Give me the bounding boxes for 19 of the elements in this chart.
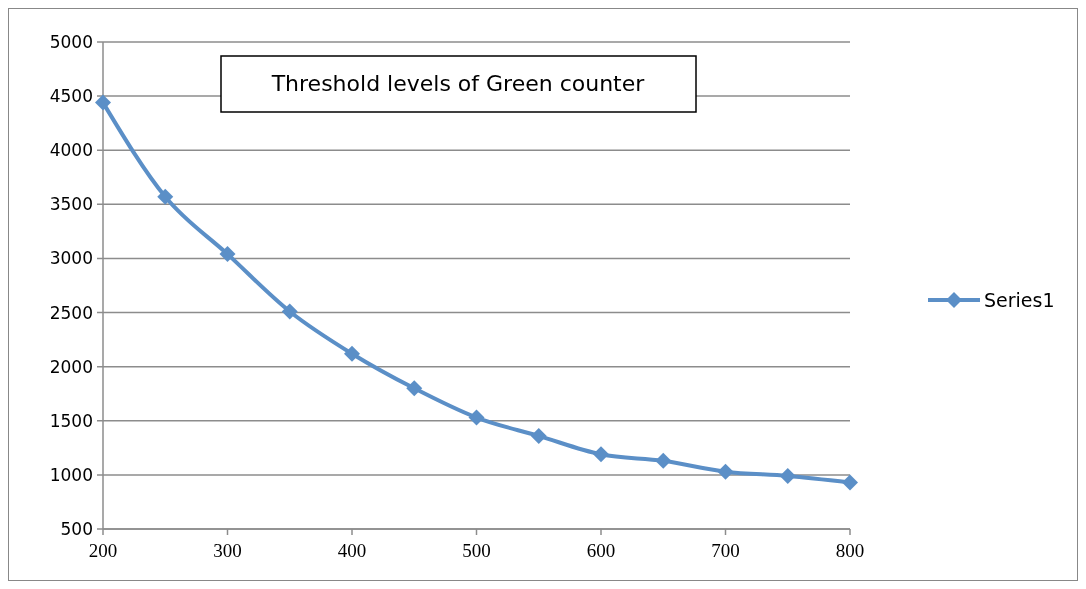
y-tick-label: 2500	[49, 302, 93, 323]
legend-label: Series1	[984, 289, 1055, 311]
y-tick-label: 500	[60, 519, 93, 539]
y-tick-label: 4000	[49, 140, 93, 161]
x-tick-label: 400	[337, 540, 367, 561]
x-tick-label: 600	[586, 540, 616, 561]
y-tick-label: 1500	[49, 410, 93, 431]
text: Threshold levels of Green counter	[270, 71, 646, 96]
y-tick-label: 4500	[49, 86, 93, 107]
y-tick-label: 2000	[49, 356, 93, 377]
y-tick-label: 1000	[49, 464, 93, 485]
y-tick-label: 3500	[49, 194, 93, 215]
x-tick-label: 700	[711, 540, 740, 561]
y-tick-label: 3000	[49, 248, 93, 269]
y-tick-label: 5000	[49, 32, 93, 52]
x-tick-label: 500	[462, 540, 491, 561]
x-tick-label: 300	[213, 540, 242, 561]
x-tick-label: 800	[835, 540, 865, 561]
x-tick-label: 200	[88, 540, 118, 561]
